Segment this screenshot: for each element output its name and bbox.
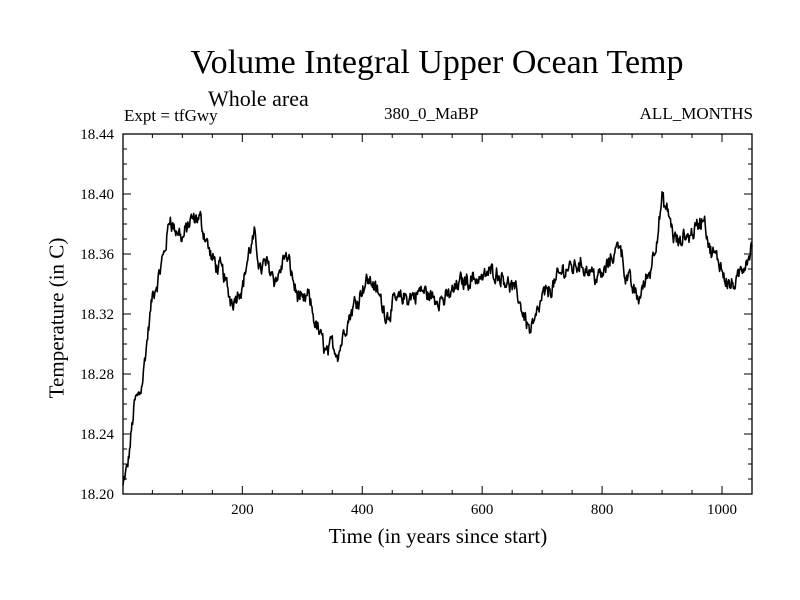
y-tick-label: 18.28 xyxy=(80,367,114,383)
months-label: ALL_MONTHS xyxy=(639,104,753,123)
data-line xyxy=(122,190,753,486)
chart-subtitle: Whole area xyxy=(208,86,309,111)
plot-frame xyxy=(122,133,753,495)
x-axis-label: Time (in years since start) xyxy=(328,524,548,548)
y-tick-label: 18.32 xyxy=(80,307,114,323)
y-tick-label: 18.36 xyxy=(80,247,114,263)
y-tick-label: 18.40 xyxy=(80,187,114,203)
x-tick-label: 600 xyxy=(471,502,494,518)
x-tick-label: 1000 xyxy=(707,502,737,518)
y-tick-label: 18.20 xyxy=(80,487,114,503)
x-tick-label: 800 xyxy=(591,502,614,518)
y-tick-label: 18.44 xyxy=(80,127,114,143)
chart-title: Volume Integral Upper Ocean Temp xyxy=(190,44,684,81)
experiment-label: Expt = tfGwy xyxy=(124,106,218,125)
x-tick-label: 200 xyxy=(231,502,254,518)
x-tick-label: 400 xyxy=(351,502,374,518)
period-label: 380_0_MaBP xyxy=(384,104,479,123)
y-tick-label: 18.24 xyxy=(80,427,114,443)
